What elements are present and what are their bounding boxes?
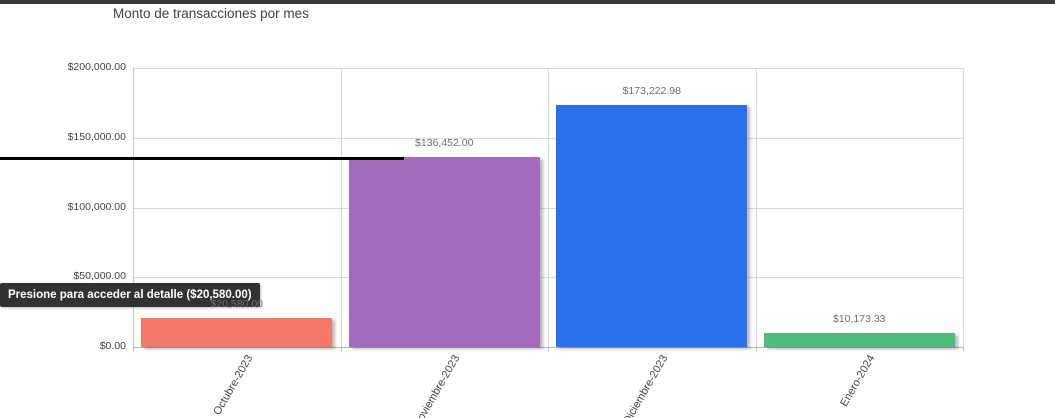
gridline-v-1 — [340, 68, 342, 347]
bar-value-label-noviembre-2023: $136,452.00 — [415, 136, 474, 149]
gridline-v-4 — [963, 68, 964, 347]
y-axis-tick-label: $100,000.00 — [67, 200, 126, 213]
x-axis-tick — [755, 347, 757, 351]
window-top-bar — [0, 0, 1055, 4]
x-axis-tick — [963, 347, 964, 351]
x-axis-label-diciembre-2023: Diciembre-2023 — [620, 353, 671, 418]
chart-title: Monto de transacciones por mes — [113, 6, 309, 21]
x-axis-label-enero-2024: Enero-2024 — [838, 353, 878, 409]
bar-diciembre-2023[interactable] — [556, 105, 748, 347]
gridline-v-0 — [133, 68, 134, 347]
annotation-line — [0, 157, 404, 160]
bar-noviembre-2023[interactable] — [348, 156, 540, 347]
bar-tooltip: Presione para acceder al detalle ($20,58… — [0, 283, 260, 307]
y-axis-tick-label: $50,000.00 — [73, 270, 126, 283]
x-axis-label-octubre-2023: Octubre-2023 — [211, 353, 256, 418]
x-axis-tick — [548, 347, 549, 351]
x-axis-tick — [133, 347, 134, 351]
x-axis-label-noviembre-2023: Noviembre-2023 — [411, 353, 463, 418]
y-axis-tick-label: $0.00 — [99, 340, 126, 352]
bar-value-label-octubre-2023: $20,580.00 — [210, 298, 264, 311]
gridline-v-2 — [548, 68, 549, 347]
gridline-v-3 — [755, 68, 757, 347]
plot-area — [133, 68, 964, 348]
bar-octubre-2023[interactable] — [141, 318, 333, 347]
x-axis-tick — [340, 347, 342, 351]
bar-value-label-diciembre-2023: $173,222.98 — [622, 85, 681, 98]
bar-value-label-enero-2024: $10,173.33 — [832, 312, 886, 325]
bar-enero-2024[interactable] — [763, 332, 955, 347]
y-axis-tick-label: $150,000.00 — [67, 130, 126, 143]
y-axis-tick-label: $200,000.00 — [67, 61, 126, 73]
